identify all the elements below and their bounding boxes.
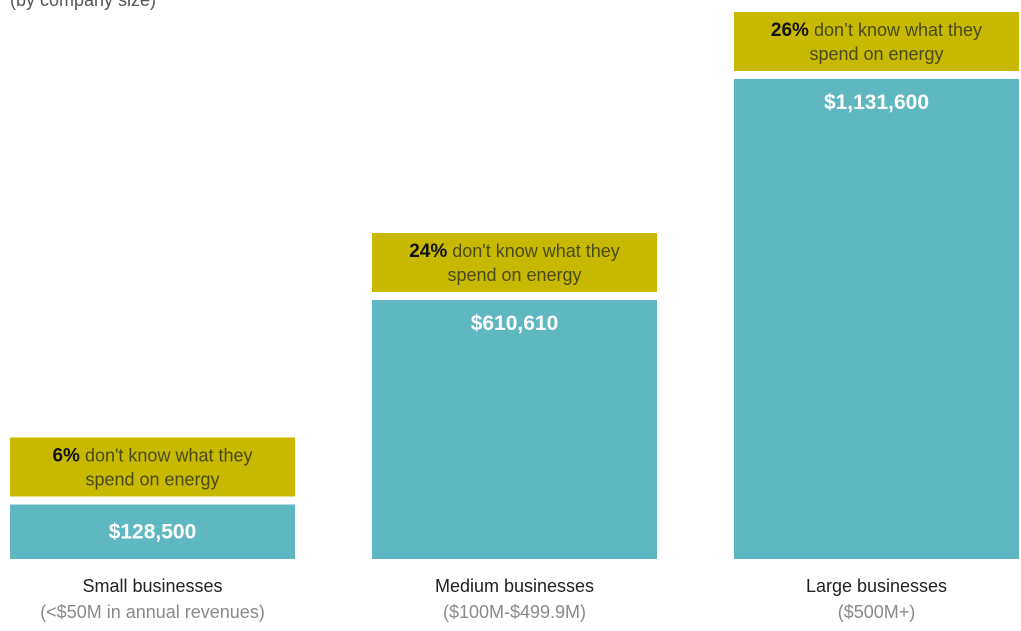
annotation-line1-large: 26% don’t know what they xyxy=(771,20,982,41)
value-label-large: $1,131,600 xyxy=(824,91,929,114)
value-label-small: $128,500 xyxy=(109,521,197,544)
annotation-percent-small: 6% xyxy=(52,445,80,466)
chart-header-fragment: (by company size) xyxy=(10,0,157,10)
annotation-text-large: don’t know what they xyxy=(809,20,982,40)
annotation-line1-medium: 24% don't know what they xyxy=(409,241,620,262)
category-label-medium: Medium businesses xyxy=(435,576,594,596)
bar-large xyxy=(734,79,1019,559)
annotation-box-medium xyxy=(372,232,657,292)
annotation-percent-medium: 24% xyxy=(409,241,447,262)
annotation-text-small: don't know what they xyxy=(80,445,253,465)
annotation-percent-large: 26% xyxy=(771,20,809,41)
value-label-medium: $610,610 xyxy=(471,312,559,335)
category-label-small: Small businesses xyxy=(82,576,222,596)
annotation-line1-small: 6% don't know what they xyxy=(52,445,252,466)
annotation-box-large xyxy=(734,12,1019,71)
category-subtitle-medium: ($100M-$499.9M) xyxy=(443,602,586,622)
annotation-box-small xyxy=(10,437,295,497)
annotation-text-medium: don't know what they xyxy=(447,241,620,261)
annotation-line2-large: spend on energy xyxy=(809,44,943,64)
annotation-line2-medium: spend on energy xyxy=(447,265,581,285)
category-subtitle-large: ($500M+) xyxy=(838,602,916,622)
annotation-line2-small: spend on energy xyxy=(85,469,219,489)
category-label-large: Large businesses xyxy=(806,576,947,596)
bar-small xyxy=(10,504,295,559)
bar-medium xyxy=(372,299,657,559)
category-subtitle-small: (<$50M in annual revenues) xyxy=(40,602,265,622)
